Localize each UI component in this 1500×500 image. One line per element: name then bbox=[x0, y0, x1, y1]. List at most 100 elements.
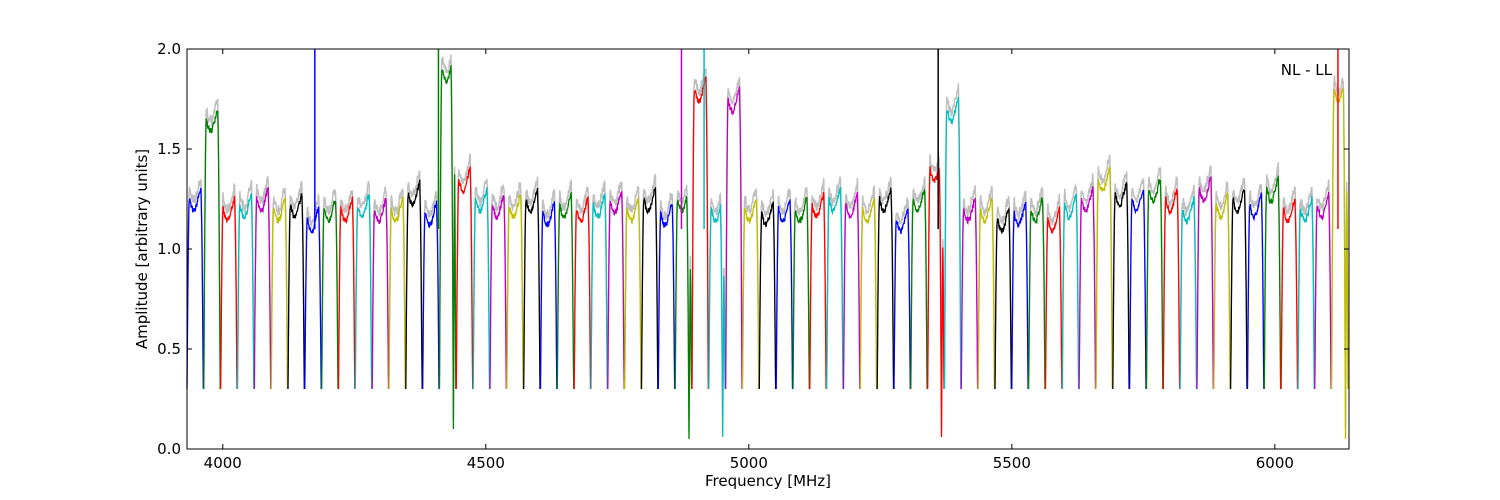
background-traces bbox=[186, 54, 1349, 433]
background-trace-segment bbox=[590, 180, 609, 380]
trace-segment bbox=[506, 193, 524, 390]
background-trace-segment bbox=[792, 187, 811, 380]
background-trace-segment bbox=[1297, 186, 1316, 381]
background-trace-segment bbox=[859, 184, 878, 381]
trace-segment bbox=[220, 195, 238, 390]
trace-segment bbox=[236, 193, 255, 390]
background-trace-segment bbox=[724, 76, 743, 379]
trace-segment bbox=[624, 195, 642, 390]
background-trace-segment bbox=[842, 178, 861, 382]
background-trace-segment bbox=[186, 178, 205, 384]
background-trace-segment bbox=[825, 176, 844, 380]
x-tick-label: 4500 bbox=[467, 454, 505, 472]
trace-segment bbox=[1011, 201, 1029, 390]
trace-segment bbox=[1061, 193, 1080, 390]
background-trace-segment bbox=[287, 180, 306, 381]
trace-segment bbox=[472, 187, 491, 390]
background-trace-segment bbox=[455, 153, 474, 381]
trace-segment bbox=[438, 65, 457, 430]
background-trace-segment bbox=[1145, 167, 1164, 382]
trace-segment bbox=[489, 195, 507, 390]
background-trace-segment bbox=[893, 197, 912, 379]
trace-segment bbox=[994, 206, 1012, 390]
trace-segment bbox=[674, 195, 693, 440]
background-trace-segment bbox=[607, 181, 625, 381]
trace-segment bbox=[1078, 186, 1097, 390]
background-trace-segment bbox=[943, 83, 962, 383]
trace-segment bbox=[1112, 181, 1130, 390]
background-trace-segment bbox=[203, 98, 221, 380]
trace-segment bbox=[304, 206, 322, 390]
trace-segment bbox=[910, 188, 928, 390]
background-trace-segment bbox=[1027, 186, 1046, 383]
trace-segment bbox=[607, 191, 625, 390]
trace-segment bbox=[523, 187, 541, 390]
background-trace-segment bbox=[1162, 176, 1181, 381]
background-trace-segment bbox=[506, 182, 524, 380]
trace-segment bbox=[556, 191, 575, 390]
background-trace-segment bbox=[775, 188, 794, 384]
trace-segment bbox=[1263, 175, 1282, 390]
background-trace-segment bbox=[489, 183, 508, 378]
x-tick-label: 5000 bbox=[730, 454, 768, 472]
background-trace-segment bbox=[337, 190, 356, 379]
background-trace-segment bbox=[1263, 162, 1282, 383]
y-tick-label: 0.5 bbox=[157, 340, 181, 358]
trace-segment bbox=[287, 193, 305, 390]
background-trace-segment bbox=[1078, 173, 1097, 381]
trace-segment bbox=[1314, 191, 1332, 390]
trace-segment bbox=[354, 194, 373, 390]
trace-segment bbox=[960, 197, 979, 390]
trace-segment bbox=[758, 201, 777, 390]
background-trace-segment bbox=[270, 188, 289, 383]
trace-segment bbox=[590, 193, 608, 390]
trace-segment bbox=[1179, 196, 1198, 390]
background-trace-segment bbox=[809, 178, 827, 378]
background-trace-segment bbox=[522, 176, 541, 382]
background-trace-segment bbox=[691, 68, 710, 384]
trace-segment bbox=[775, 199, 794, 390]
background-trace-segment bbox=[758, 188, 777, 378]
y-tick-label: 1.5 bbox=[157, 140, 181, 158]
trace-segment bbox=[455, 166, 474, 390]
trace-segment bbox=[321, 200, 339, 390]
plot-annotation: NL - LL bbox=[1281, 61, 1333, 79]
x-tick-label: 4000 bbox=[204, 454, 242, 472]
background-trace-segment bbox=[1112, 171, 1130, 380]
trace-segment bbox=[1095, 165, 1113, 390]
background-trace-segment bbox=[539, 188, 558, 376]
trace-segment bbox=[186, 187, 204, 390]
trace-segment bbox=[859, 197, 878, 390]
trace-segment bbox=[741, 199, 760, 390]
trace-segment bbox=[792, 196, 810, 390]
background-trace-segment bbox=[741, 188, 760, 380]
trace-segment bbox=[573, 196, 592, 390]
background-trace-segment bbox=[556, 179, 575, 378]
background-trace-segment bbox=[910, 175, 928, 383]
background-trace-segment bbox=[960, 185, 979, 381]
x-tick-label: 6000 bbox=[1256, 454, 1294, 472]
trace-segment bbox=[640, 187, 659, 390]
background-trace-segment bbox=[1044, 193, 1063, 378]
background-trace-segment bbox=[1095, 154, 1114, 383]
trace-segment bbox=[1280, 198, 1299, 390]
background-trace-segment bbox=[354, 180, 373, 381]
trace-segment bbox=[1145, 179, 1164, 390]
trace-segment bbox=[725, 86, 743, 390]
segment-traces bbox=[186, 65, 1349, 440]
trace-segment bbox=[876, 187, 895, 390]
background-trace-segment bbox=[1061, 182, 1080, 379]
trace-segment bbox=[371, 198, 390, 390]
background-trace-segment bbox=[253, 176, 272, 382]
trace-segment bbox=[691, 76, 709, 390]
trace-segment bbox=[842, 191, 861, 390]
trace-segment bbox=[1213, 191, 1231, 390]
y-tick-label: 1.0 bbox=[157, 240, 181, 258]
background-trace-segment bbox=[1128, 177, 1147, 378]
background-trace-segment bbox=[1246, 183, 1265, 381]
background-trace-segment bbox=[421, 191, 440, 381]
background-trace-segment bbox=[1280, 186, 1299, 383]
trace-segment bbox=[927, 166, 945, 438]
background-trace-segment bbox=[388, 188, 407, 382]
trace-segment bbox=[1297, 195, 1315, 390]
